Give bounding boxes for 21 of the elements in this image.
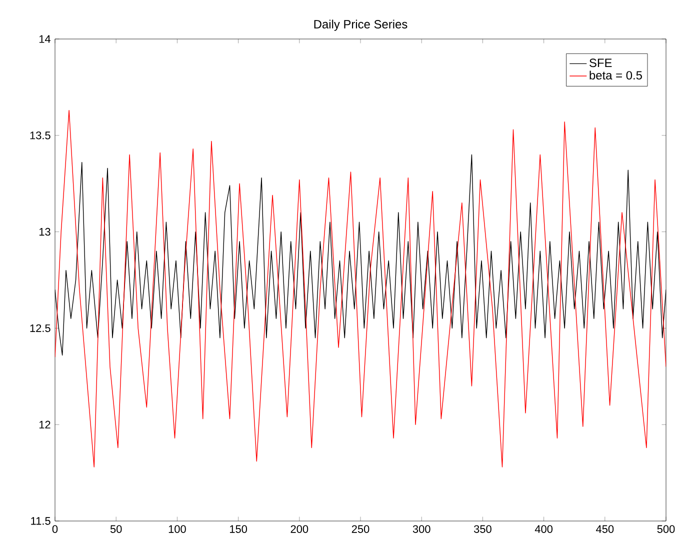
x-tick-label: 50: [110, 525, 122, 533]
y-tick-label: 11.5: [31, 517, 50, 525]
x-tick-label: 0: [52, 525, 58, 533]
y-tick-label: 13.5: [30, 132, 50, 140]
x-tick-label: 350: [474, 525, 492, 533]
x-tick-label: 250: [352, 525, 370, 533]
x-tick-label: 500: [657, 525, 675, 533]
x-tick-label: 200: [290, 525, 308, 533]
x-tick-label: 300: [412, 525, 430, 533]
x-tick-label: 400: [534, 525, 553, 533]
chart-title: Daily Price Series: [314, 20, 408, 31]
legend-label: SFE: [590, 58, 612, 68]
y-tick-label: 12.5: [30, 324, 50, 332]
y-tick-label: 14: [39, 35, 50, 43]
line-series: [55, 110, 666, 468]
x-tick-label: 450: [596, 525, 614, 533]
x-tick-label: 150: [230, 525, 248, 533]
x-tick-label: 100: [168, 525, 186, 533]
legend-label: beta = 0.5: [590, 70, 642, 80]
y-tick-label: 12: [39, 420, 50, 428]
y-tick-label: 13: [39, 228, 50, 236]
